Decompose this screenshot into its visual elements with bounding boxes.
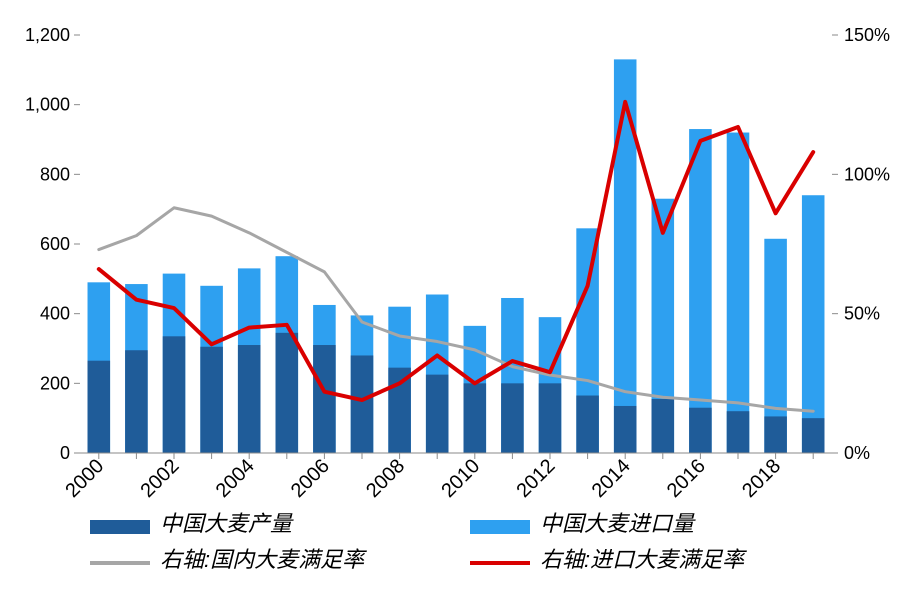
svg-text:200: 200 xyxy=(40,373,70,393)
bar-production xyxy=(88,361,111,453)
barley-combo-chart: 02004006008001,0001,2000%50%100%150%2000… xyxy=(0,0,912,597)
bar-production xyxy=(426,375,449,453)
bar-production xyxy=(802,418,825,453)
bar-import xyxy=(802,195,825,453)
bar-production xyxy=(501,383,524,453)
bar-production xyxy=(313,345,336,453)
bar-production xyxy=(125,350,148,453)
svg-text:400: 400 xyxy=(40,304,70,324)
svg-text:150%: 150% xyxy=(844,25,890,45)
legend-label-import: 中国大麦进口量 xyxy=(540,511,696,536)
bar-production xyxy=(539,383,562,453)
chart-svg: 02004006008001,0001,2000%50%100%150%2000… xyxy=(0,0,912,597)
bar-production xyxy=(576,396,599,453)
svg-text:1,000: 1,000 xyxy=(25,95,70,115)
bar-production xyxy=(652,399,675,453)
bar-production xyxy=(388,368,411,453)
bar-production xyxy=(200,347,223,453)
bar-production xyxy=(238,345,261,453)
bar-production xyxy=(276,333,299,453)
legend-label-import-rate: 右轴:进口大麦满足率 xyxy=(540,547,747,572)
bar-production xyxy=(764,416,787,453)
legend-label-production: 中国大麦产量 xyxy=(160,511,294,536)
svg-text:0%: 0% xyxy=(844,443,870,463)
svg-text:50%: 50% xyxy=(844,304,880,324)
bar-production xyxy=(614,406,637,453)
bar-production xyxy=(163,336,186,453)
svg-text:100%: 100% xyxy=(844,164,890,184)
svg-text:1,200: 1,200 xyxy=(25,25,70,45)
svg-text:600: 600 xyxy=(40,234,70,254)
svg-text:0: 0 xyxy=(60,443,70,463)
bar-production xyxy=(351,355,374,453)
bar-import xyxy=(689,129,712,453)
legend-label-domestic-rate: 右轴:国内大麦满足率 xyxy=(160,547,367,572)
bar-production xyxy=(727,411,750,453)
svg-text:800: 800 xyxy=(40,164,70,184)
bar-production xyxy=(464,383,487,453)
bar-production xyxy=(689,408,712,453)
